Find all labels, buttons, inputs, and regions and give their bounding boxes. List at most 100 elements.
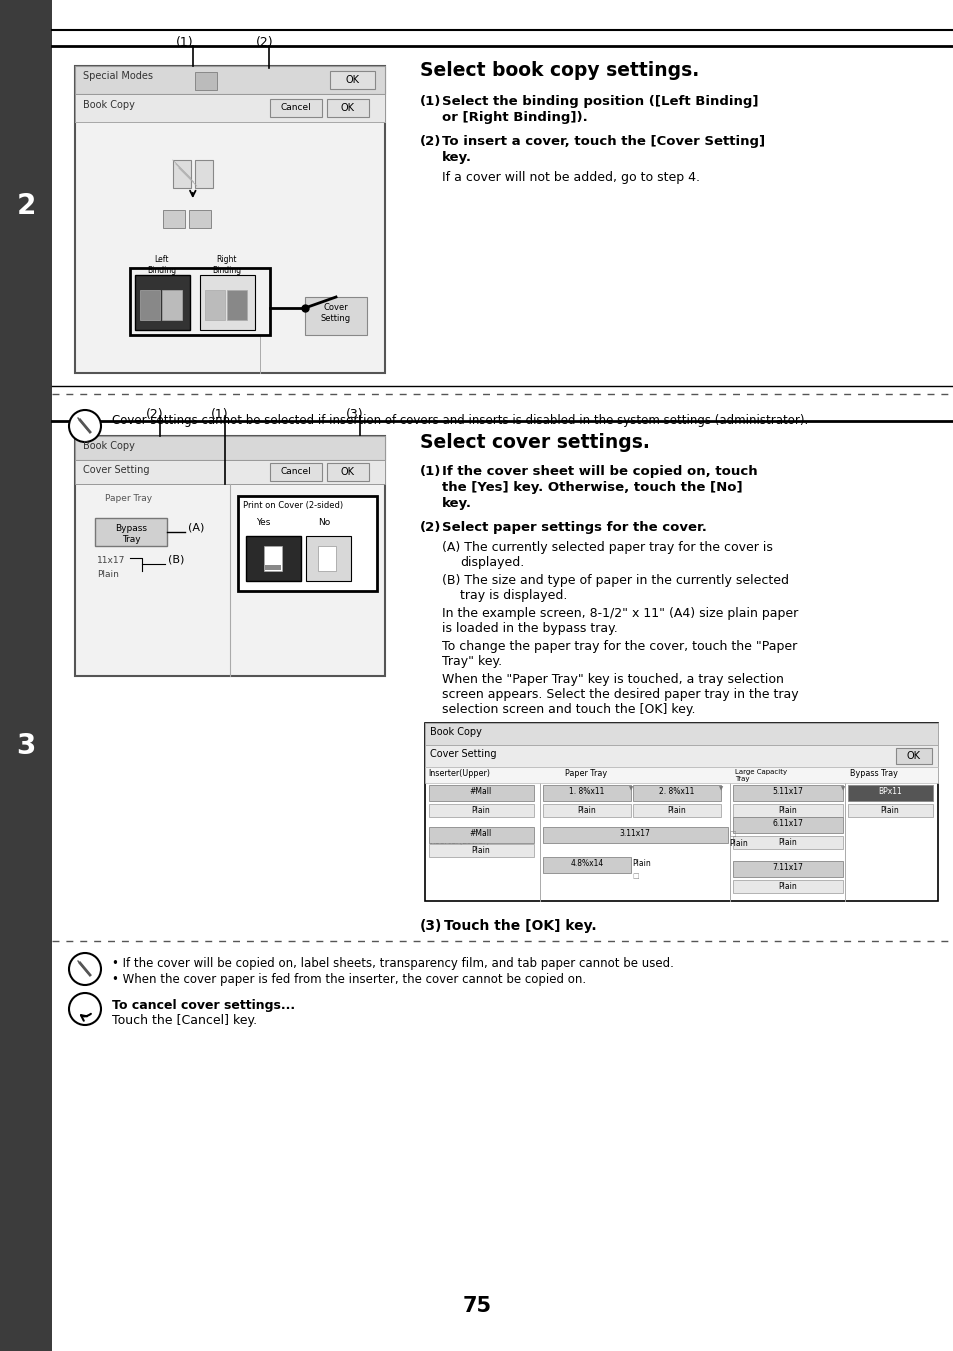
- Bar: [542, 857, 630, 873]
- Text: (3): (3): [346, 408, 363, 422]
- Bar: [75, 459, 385, 484]
- Text: Right
Binding: Right Binding: [213, 255, 241, 276]
- Text: Large Capacity
Tray: Large Capacity Tray: [734, 769, 786, 782]
- Bar: [542, 785, 630, 801]
- Bar: [330, 72, 375, 89]
- Text: (1): (1): [419, 465, 441, 478]
- Bar: [847, 804, 932, 817]
- Circle shape: [69, 409, 101, 442]
- Text: (2): (2): [419, 521, 441, 534]
- Bar: [200, 276, 254, 330]
- Text: OK: OK: [346, 76, 359, 85]
- Text: screen appears. Select the desired paper tray in the tray: screen appears. Select the desired paper…: [441, 688, 798, 701]
- Text: 7.11x17: 7.11x17: [772, 863, 802, 871]
- Text: In the example screen, 8-1/2" x 11" (A4) size plain paper: In the example screen, 8-1/2" x 11" (A4)…: [441, 607, 798, 620]
- Text: Plain: Plain: [577, 807, 596, 815]
- Text: Cover
Setting: Cover Setting: [320, 303, 351, 323]
- Bar: [424, 723, 937, 744]
- Bar: [633, 785, 720, 801]
- Text: Cover Setting: Cover Setting: [430, 748, 496, 759]
- Bar: [317, 546, 335, 571]
- Text: OK: OK: [340, 103, 355, 113]
- Bar: [264, 546, 282, 571]
- Bar: [140, 290, 160, 320]
- Bar: [847, 785, 932, 801]
- Text: Select book copy settings.: Select book copy settings.: [419, 61, 699, 80]
- Text: Cancel: Cancel: [280, 467, 311, 477]
- Text: (2): (2): [256, 36, 274, 49]
- Text: (2): (2): [146, 408, 164, 422]
- Bar: [327, 463, 369, 481]
- Text: Book Copy: Book Copy: [83, 440, 134, 451]
- Text: Tray" key.: Tray" key.: [441, 655, 501, 667]
- Text: Inserter(Upper): Inserter(Upper): [428, 769, 490, 778]
- Bar: [306, 536, 351, 581]
- Bar: [205, 290, 225, 320]
- Bar: [732, 880, 842, 893]
- Bar: [95, 517, 167, 546]
- Text: #Mall: #Mall: [470, 830, 492, 838]
- Text: Plain: Plain: [631, 859, 650, 867]
- Text: □: □: [631, 873, 638, 880]
- Text: Plain: Plain: [778, 838, 797, 847]
- Text: 3.11x17: 3.11x17: [618, 830, 650, 838]
- Text: Yes: Yes: [255, 517, 270, 527]
- Text: 3: 3: [16, 732, 35, 761]
- Text: □: □: [728, 831, 735, 838]
- Text: To change the paper tray for the cover, touch the "Paper: To change the paper tray for the cover, …: [441, 640, 797, 653]
- Bar: [227, 290, 247, 320]
- Bar: [75, 66, 385, 373]
- Text: displayed.: displayed.: [459, 557, 524, 569]
- Text: Paper Tray: Paper Tray: [105, 494, 152, 503]
- Text: 11x17: 11x17: [97, 557, 125, 565]
- Text: • When the cover paper is fed from the inserter, the cover cannot be copied on.: • When the cover paper is fed from the i…: [112, 973, 585, 986]
- Bar: [75, 436, 385, 459]
- Text: 75: 75: [462, 1296, 491, 1316]
- Bar: [172, 159, 191, 188]
- Text: 5.11x17: 5.11x17: [772, 788, 802, 796]
- Bar: [237, 496, 376, 590]
- Bar: [429, 844, 534, 857]
- Text: 1. 8%x11: 1. 8%x11: [569, 788, 604, 796]
- Text: (B) The size and type of paper in the currently selected: (B) The size and type of paper in the cu…: [441, 574, 788, 586]
- Text: (B): (B): [168, 555, 184, 565]
- Text: Cover Setting: Cover Setting: [83, 465, 150, 476]
- Text: Plain: Plain: [778, 882, 797, 892]
- Text: (1): (1): [419, 95, 441, 108]
- Text: Touch the [OK] key.: Touch the [OK] key.: [443, 919, 596, 934]
- Bar: [542, 827, 727, 843]
- Text: OK: OK: [906, 751, 920, 761]
- Text: No: No: [317, 517, 330, 527]
- Bar: [732, 804, 842, 817]
- Bar: [135, 276, 190, 330]
- Text: the [Yes] key. Otherwise, touch the [No]: the [Yes] key. Otherwise, touch the [No]: [441, 481, 741, 494]
- Bar: [305, 297, 367, 335]
- Bar: [732, 836, 842, 848]
- Text: Book Copy: Book Copy: [83, 100, 134, 109]
- Bar: [265, 565, 281, 570]
- Circle shape: [69, 952, 101, 985]
- Bar: [270, 463, 322, 481]
- Text: or [Right Binding]).: or [Right Binding]).: [441, 111, 587, 124]
- Text: tray is displayed.: tray is displayed.: [459, 589, 567, 603]
- Text: Plain: Plain: [667, 807, 685, 815]
- Text: When the "Paper Tray" key is touched, a tray selection: When the "Paper Tray" key is touched, a …: [441, 673, 783, 686]
- Text: 2. 8%x11: 2. 8%x11: [659, 788, 694, 796]
- Text: Left
Binding: Left Binding: [148, 255, 176, 276]
- Text: (1): (1): [175, 36, 193, 49]
- Text: ▼: ▼: [841, 786, 844, 790]
- Bar: [194, 72, 216, 91]
- Text: Inserter(Lower): Inserter(Lower): [428, 838, 489, 846]
- Text: Book Copy: Book Copy: [430, 727, 481, 738]
- Bar: [429, 785, 534, 801]
- Bar: [270, 99, 322, 118]
- Text: To insert a cover, touch the [Cover Setting]: To insert a cover, touch the [Cover Sett…: [441, 135, 764, 149]
- Text: ▼: ▼: [628, 786, 633, 790]
- Bar: [895, 748, 931, 765]
- Text: Special Modes: Special Modes: [83, 72, 152, 81]
- Text: (1): (1): [211, 408, 229, 422]
- Text: is loaded in the bypass tray.: is loaded in the bypass tray.: [441, 621, 618, 635]
- Text: key.: key.: [441, 151, 472, 163]
- Bar: [130, 267, 270, 335]
- Text: Cover settings cannot be selected if insertion of covers and inserts is disabled: Cover settings cannot be selected if ins…: [112, 413, 807, 427]
